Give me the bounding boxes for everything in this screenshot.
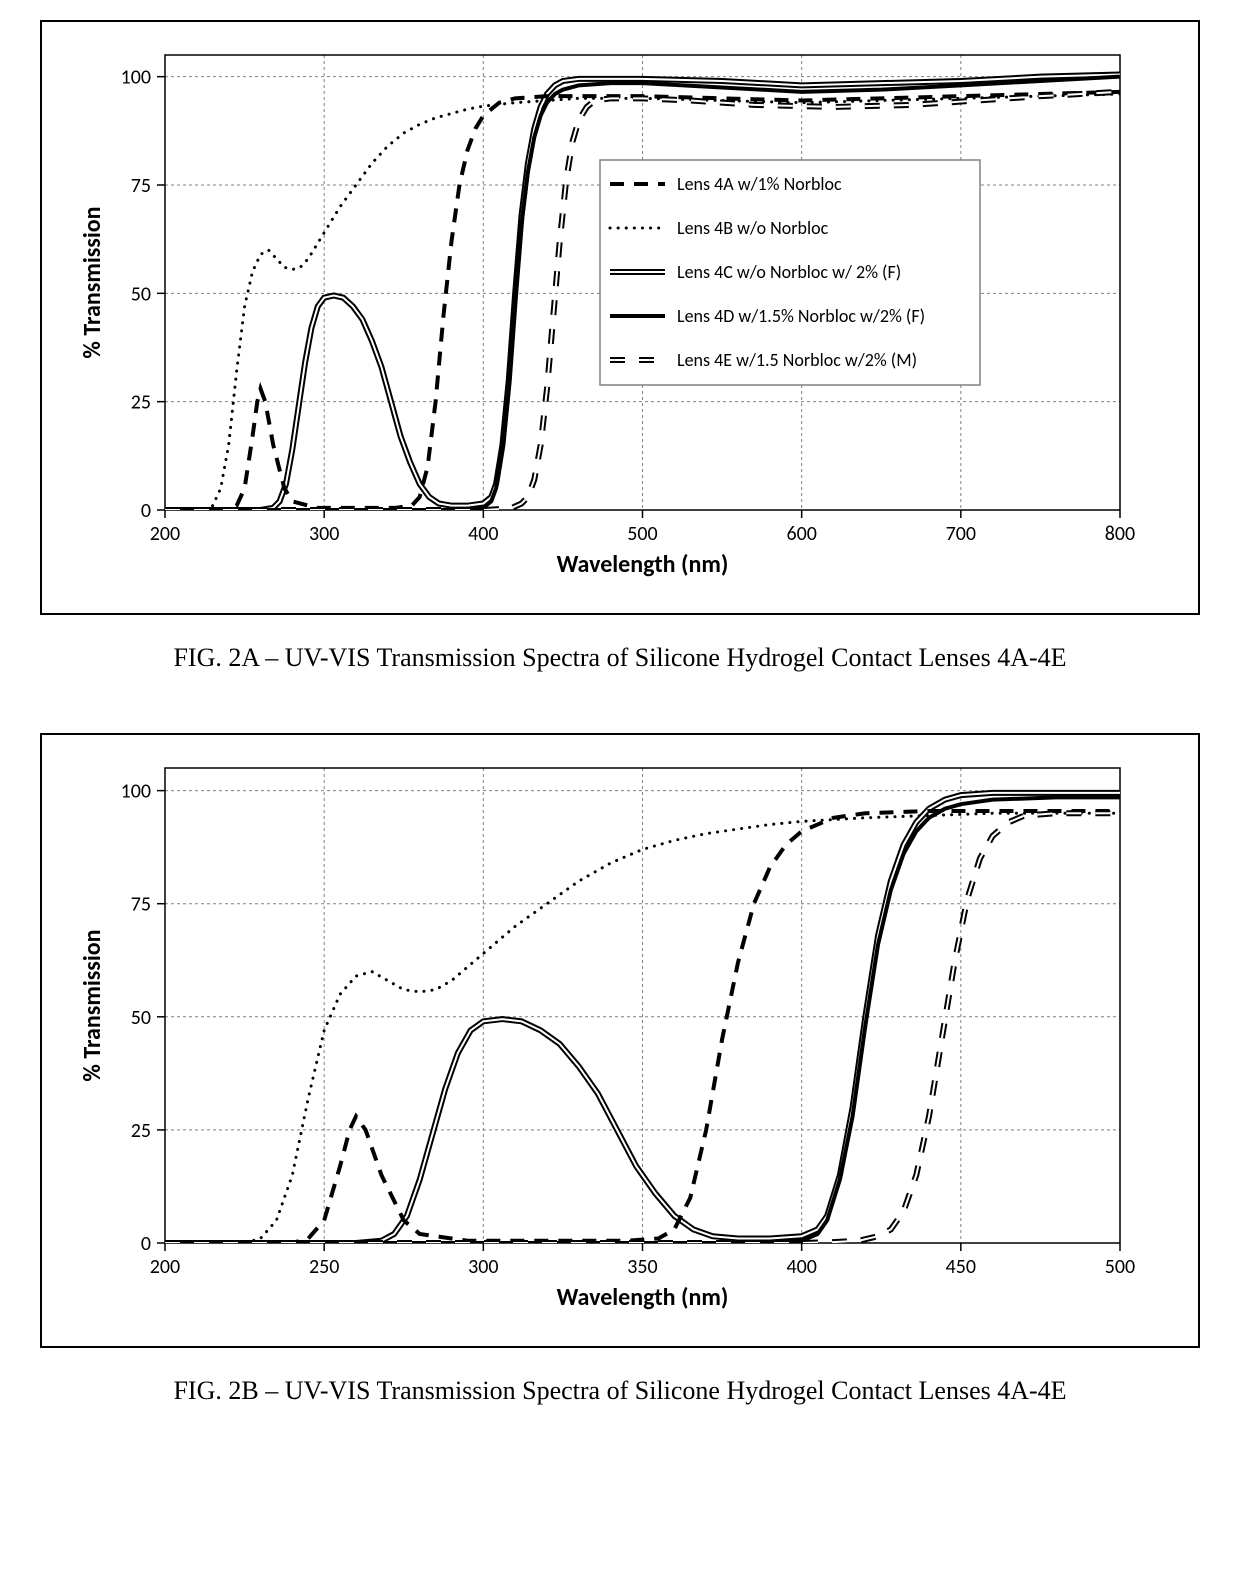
svg-text:% Transmission: % Transmission bbox=[78, 206, 107, 358]
figure-2a-svg: 200 300 400 500 600 700 800 0 25 50 75 100 Wavelengt… bbox=[70, 40, 1160, 580]
svg-text:350: 350 bbox=[627, 1255, 657, 1279]
svg-text:300: 300 bbox=[468, 1255, 498, 1279]
svg-text:Lens 4C w/o Norbloc w/ 2% (F): Lens 4C w/o Norbloc w/ 2% (F) bbox=[677, 261, 901, 283]
svg-text:25: 25 bbox=[131, 1119, 151, 1143]
svg-text:Wavelength (nm): Wavelength (nm) bbox=[557, 550, 729, 579]
svg-text:250: 250 bbox=[309, 1255, 339, 1279]
svg-text:100: 100 bbox=[121, 66, 151, 90]
svg-text:75: 75 bbox=[131, 174, 151, 198]
figure-2a-frame: 200 300 400 500 600 700 800 0 25 50 75 100 Wavelengt… bbox=[40, 20, 1200, 615]
svg-text:0: 0 bbox=[141, 499, 151, 523]
svg-text:400: 400 bbox=[786, 1255, 816, 1279]
svg-text:50: 50 bbox=[131, 1006, 151, 1030]
svg-text:800: 800 bbox=[1105, 522, 1135, 546]
svg-text:200: 200 bbox=[150, 1255, 180, 1279]
figure-2b-svg: 200 250 300 350 400 450 500 0 25 50 75 100 Wavelengt… bbox=[70, 753, 1160, 1313]
svg-text:500: 500 bbox=[627, 522, 657, 546]
svg-text:0: 0 bbox=[141, 1232, 151, 1256]
svg-text:% Transmission: % Transmission bbox=[78, 929, 107, 1081]
svg-text:Lens 4D w/1.5% Norbloc w/2% (F: Lens 4D w/1.5% Norbloc w/2% (F) bbox=[677, 305, 925, 327]
svg-text:50: 50 bbox=[131, 282, 151, 306]
svg-text:100: 100 bbox=[121, 780, 151, 804]
svg-text:Lens 4B w/o Norbloc: Lens 4B w/o Norbloc bbox=[677, 217, 829, 239]
svg-text:25: 25 bbox=[131, 391, 151, 415]
svg-text:400: 400 bbox=[468, 522, 498, 546]
svg-text:200: 200 bbox=[150, 522, 180, 546]
svg-text:500: 500 bbox=[1105, 1255, 1135, 1279]
svg-text:Wavelength (nm): Wavelength (nm) bbox=[557, 1283, 729, 1312]
svg-text:300: 300 bbox=[309, 522, 339, 546]
svg-text:600: 600 bbox=[786, 522, 816, 546]
svg-text:75: 75 bbox=[131, 893, 151, 917]
svg-text:450: 450 bbox=[946, 1255, 976, 1279]
figure-2b-caption: FIG. 2B – UV-VIS Transmission Spectra of… bbox=[40, 1376, 1200, 1406]
svg-text:Lens 4E w/1.5 Norbloc w/2% (M): Lens 4E w/1.5 Norbloc w/2% (M) bbox=[677, 349, 917, 371]
svg-text:Lens 4A w/1% Norbloc: Lens 4A w/1% Norbloc bbox=[677, 173, 842, 195]
figure-2a-caption: FIG. 2A – UV-VIS Transmission Spectra of… bbox=[40, 643, 1200, 673]
svg-text:700: 700 bbox=[946, 522, 976, 546]
figure-2b-frame: 200 250 300 350 400 450 500 0 25 50 75 100 Wavelengt… bbox=[40, 733, 1200, 1348]
